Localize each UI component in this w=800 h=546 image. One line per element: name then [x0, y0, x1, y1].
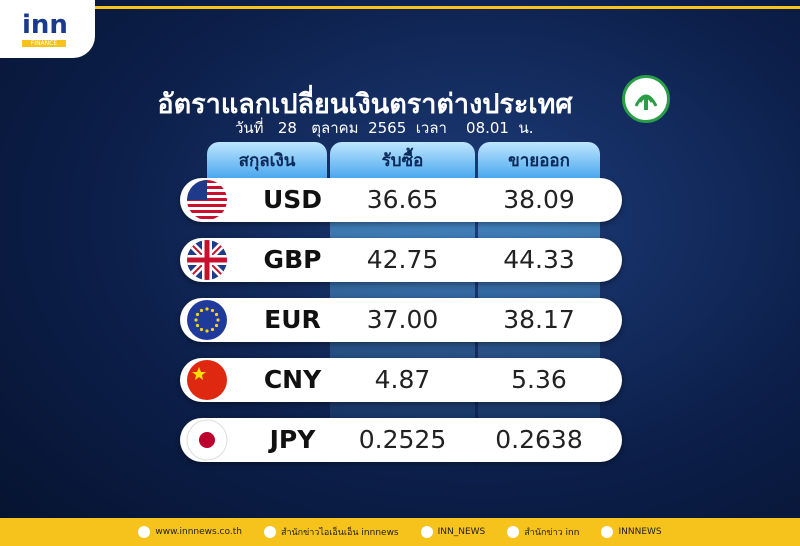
- footer-item: www.innnews.co.th: [138, 526, 242, 538]
- footer-item: สำนักข่าว inn: [507, 525, 579, 539]
- currency-code: GBP: [263, 245, 322, 274]
- icon: [420, 526, 433, 538]
- buy-rate: 0.2525: [358, 425, 447, 454]
- flag: [185, 298, 229, 346]
- table-row: EUR 37.00 38.17: [180, 298, 622, 342]
- table-row: GBP 42.75 44.33: [180, 238, 622, 282]
- sell-rate: 0.2638: [495, 425, 583, 454]
- table-row: USD 36.65 38.09: [180, 178, 622, 222]
- logo: inn FINANCE: [0, 0, 95, 58]
- currency-code: CNY: [263, 365, 322, 394]
- footer-item: INN_NEWS: [420, 526, 486, 538]
- column-header: ขายออก: [478, 142, 600, 178]
- footer: www.innnews.co.th สำนักข่าวไอเอ็นเอ็น inn…: [0, 518, 800, 546]
- sell-rate: 38.09: [503, 185, 575, 214]
- bank-logo: [622, 75, 670, 123]
- title: อัตราแลกเปลี่ยนเงินตราต่างประเทศ: [157, 89, 573, 120]
- table-row: JPY 0.2525 0.2638: [180, 418, 622, 462]
- footer-text: INN_NEWS: [437, 527, 486, 537]
- flag: [185, 358, 229, 406]
- flag: [185, 238, 229, 286]
- footer-item: สำนักข่าวไอเอ็นเอ็น innnews: [263, 525, 399, 539]
- logo-sub: FINANCE: [22, 40, 66, 47]
- buy-rate: 36.65: [366, 185, 439, 214]
- logo-brand: inn: [22, 10, 68, 40]
- column-header: สกุลเงิน: [207, 142, 327, 178]
- buy-rate: 42.75: [366, 245, 439, 274]
- footer-text: สำนักข่าว inn: [524, 528, 580, 538]
- footer-text: สำนักข่าวไอเอ็นเอ็น innnews: [280, 528, 399, 538]
- table-row: CNY 4.87 5.36: [180, 358, 622, 402]
- buy-rate: 37.00: [366, 305, 439, 334]
- sell-rate: 5.36: [511, 365, 567, 394]
- flag: [185, 418, 229, 466]
- column-header: รับซื้อ: [330, 142, 475, 178]
- icon: [263, 526, 276, 538]
- icon: [507, 526, 520, 538]
- footer-text: www.innnews.co.th: [155, 527, 242, 537]
- date: วันที่ 28 ตุลาคม 2565 เวลา 08.01 น.: [235, 119, 534, 137]
- footer-item: INNNEWS: [601, 526, 662, 538]
- icon: [601, 526, 614, 538]
- currency-code: EUR: [264, 305, 321, 334]
- flag: [185, 178, 229, 226]
- footer-text: INNNEWS: [618, 527, 662, 537]
- sell-rate: 38.17: [503, 305, 575, 334]
- icon: [138, 526, 151, 538]
- buy-rate: 4.87: [374, 365, 431, 394]
- currency-code: JPY: [269, 425, 316, 454]
- currency-code: USD: [262, 185, 323, 214]
- sell-rate: 44.33: [503, 245, 575, 274]
- top-line: [0, 6, 800, 9]
